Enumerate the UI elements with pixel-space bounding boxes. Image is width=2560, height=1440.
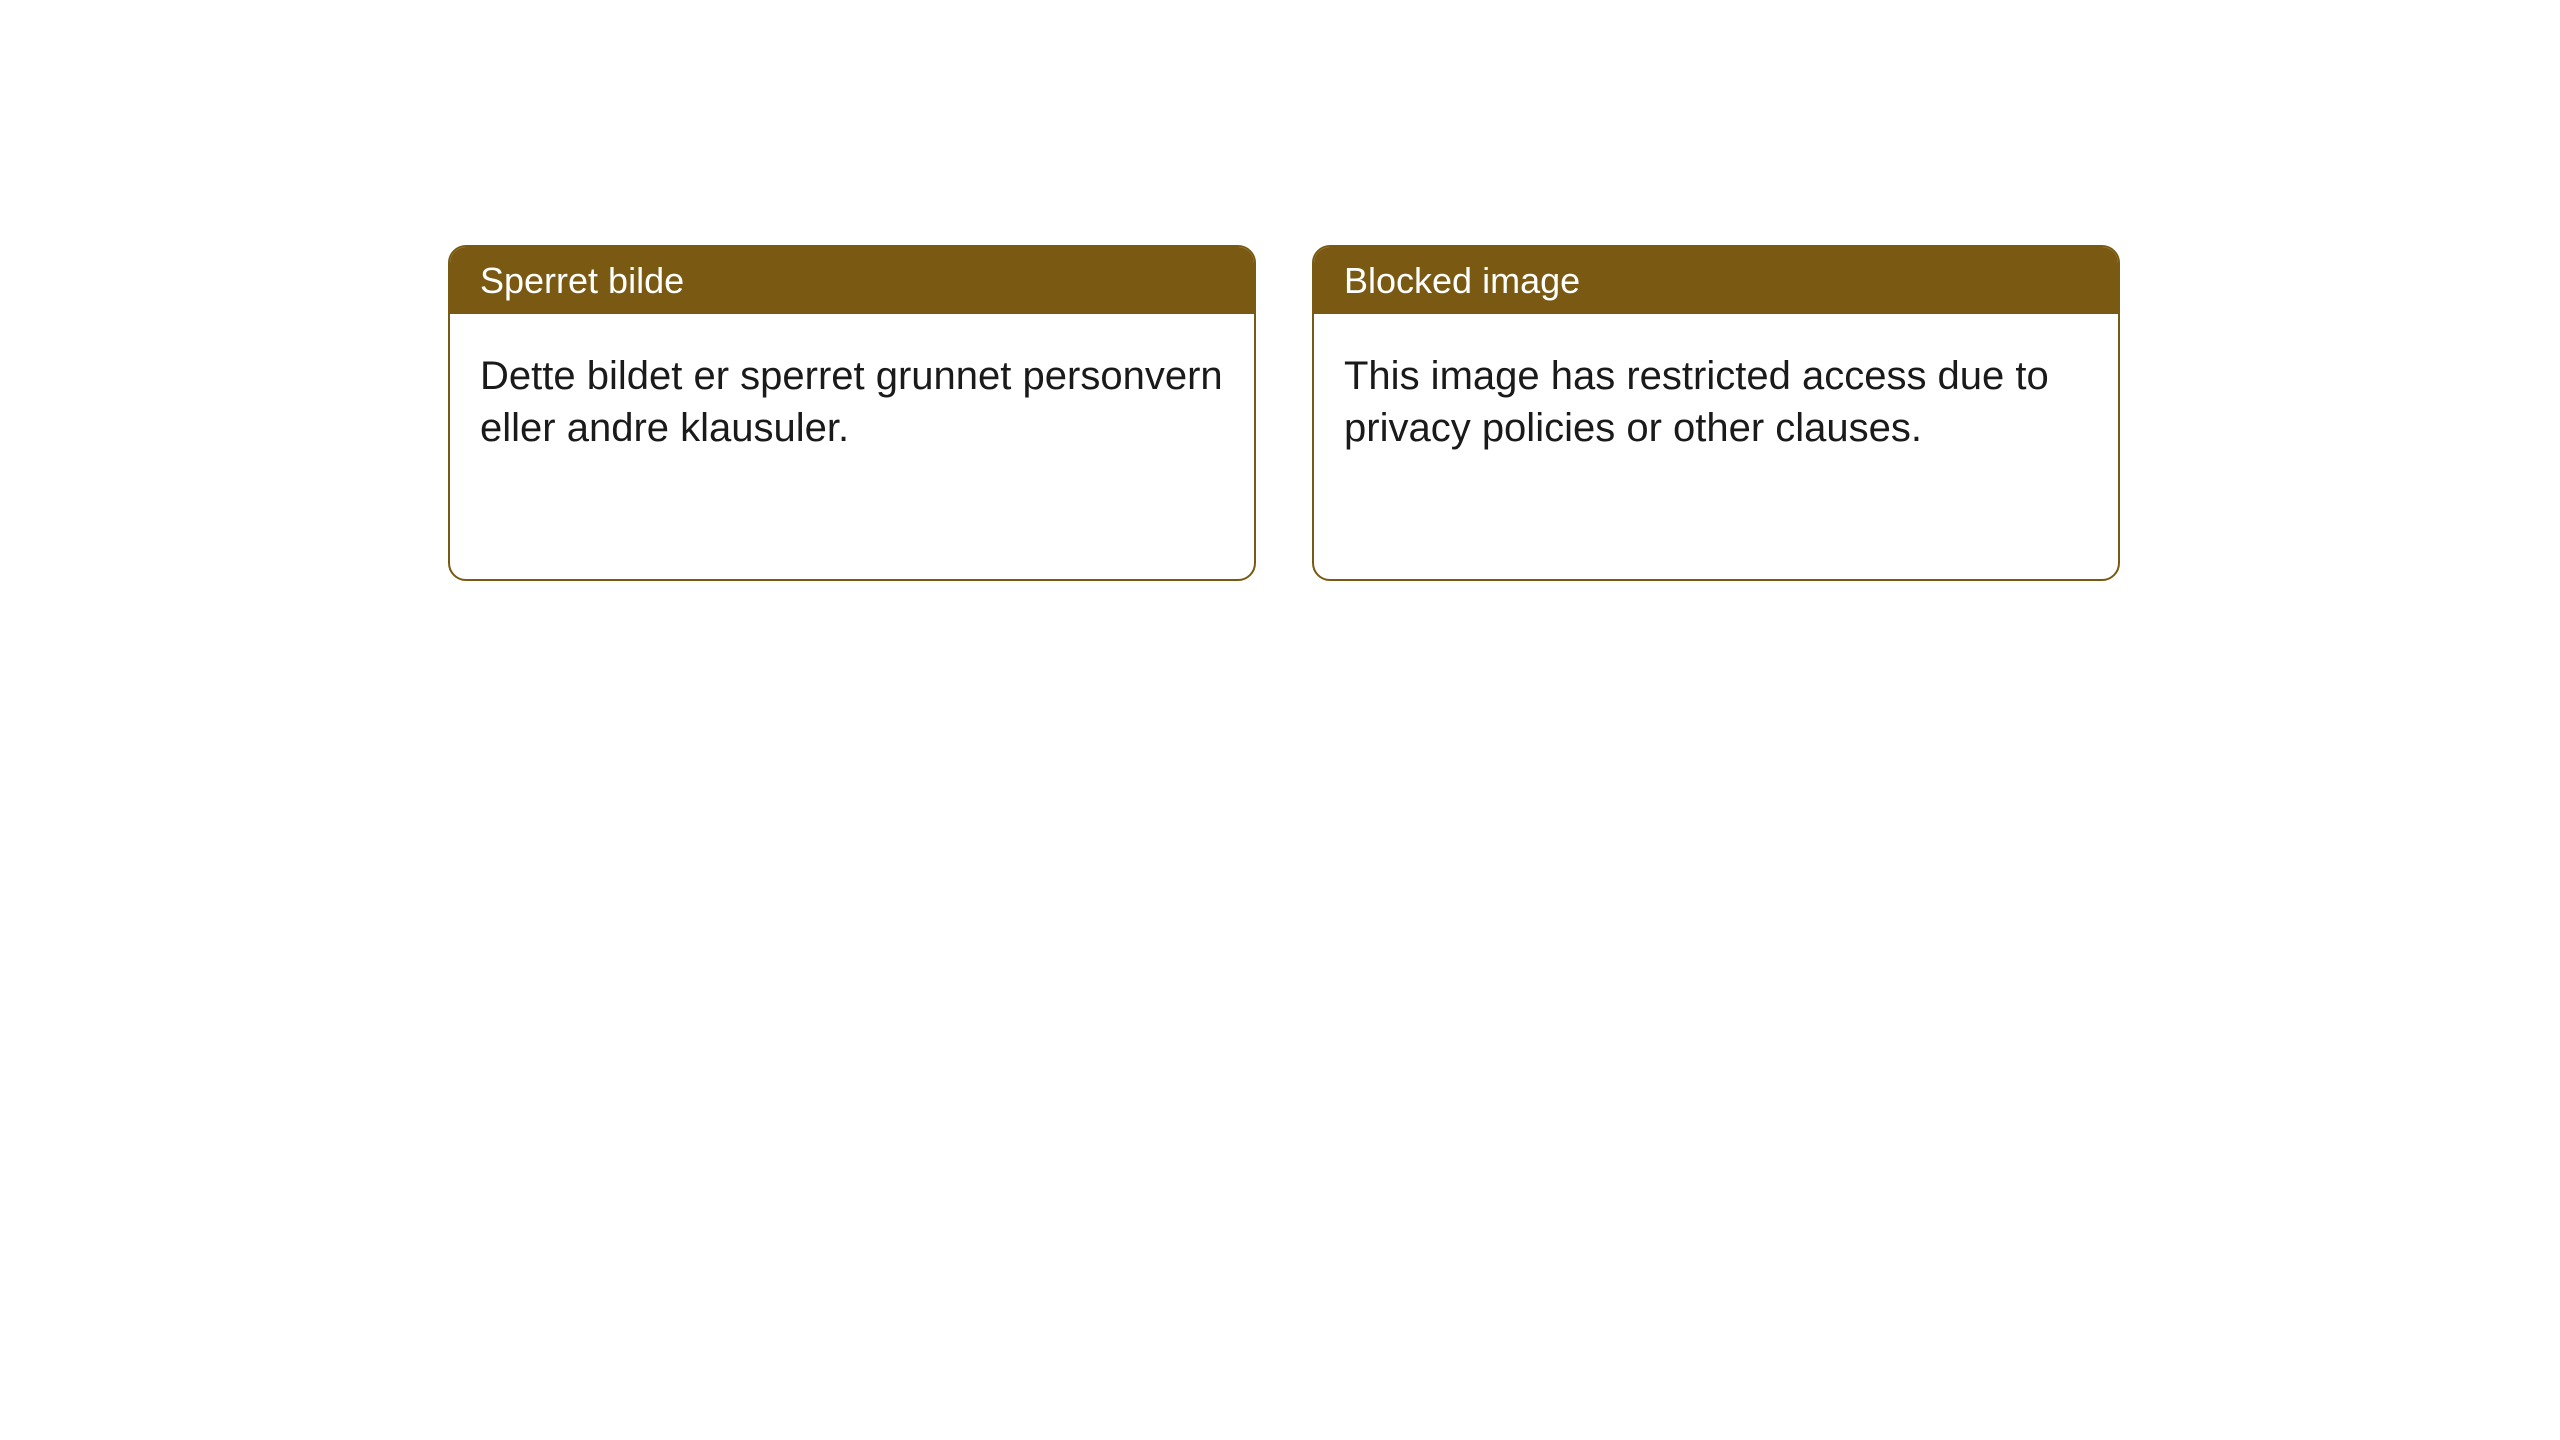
notice-box-english: Blocked image This image has restricted … xyxy=(1312,245,2120,581)
notice-title: Blocked image xyxy=(1314,247,2118,314)
notice-container: Sperret bilde Dette bildet er sperret gr… xyxy=(448,245,2120,581)
notice-body: Dette bildet er sperret grunnet personve… xyxy=(450,314,1254,490)
notice-box-norwegian: Sperret bilde Dette bildet er sperret gr… xyxy=(448,245,1256,581)
notice-title: Sperret bilde xyxy=(450,247,1254,314)
notice-body: This image has restricted access due to … xyxy=(1314,314,2118,490)
